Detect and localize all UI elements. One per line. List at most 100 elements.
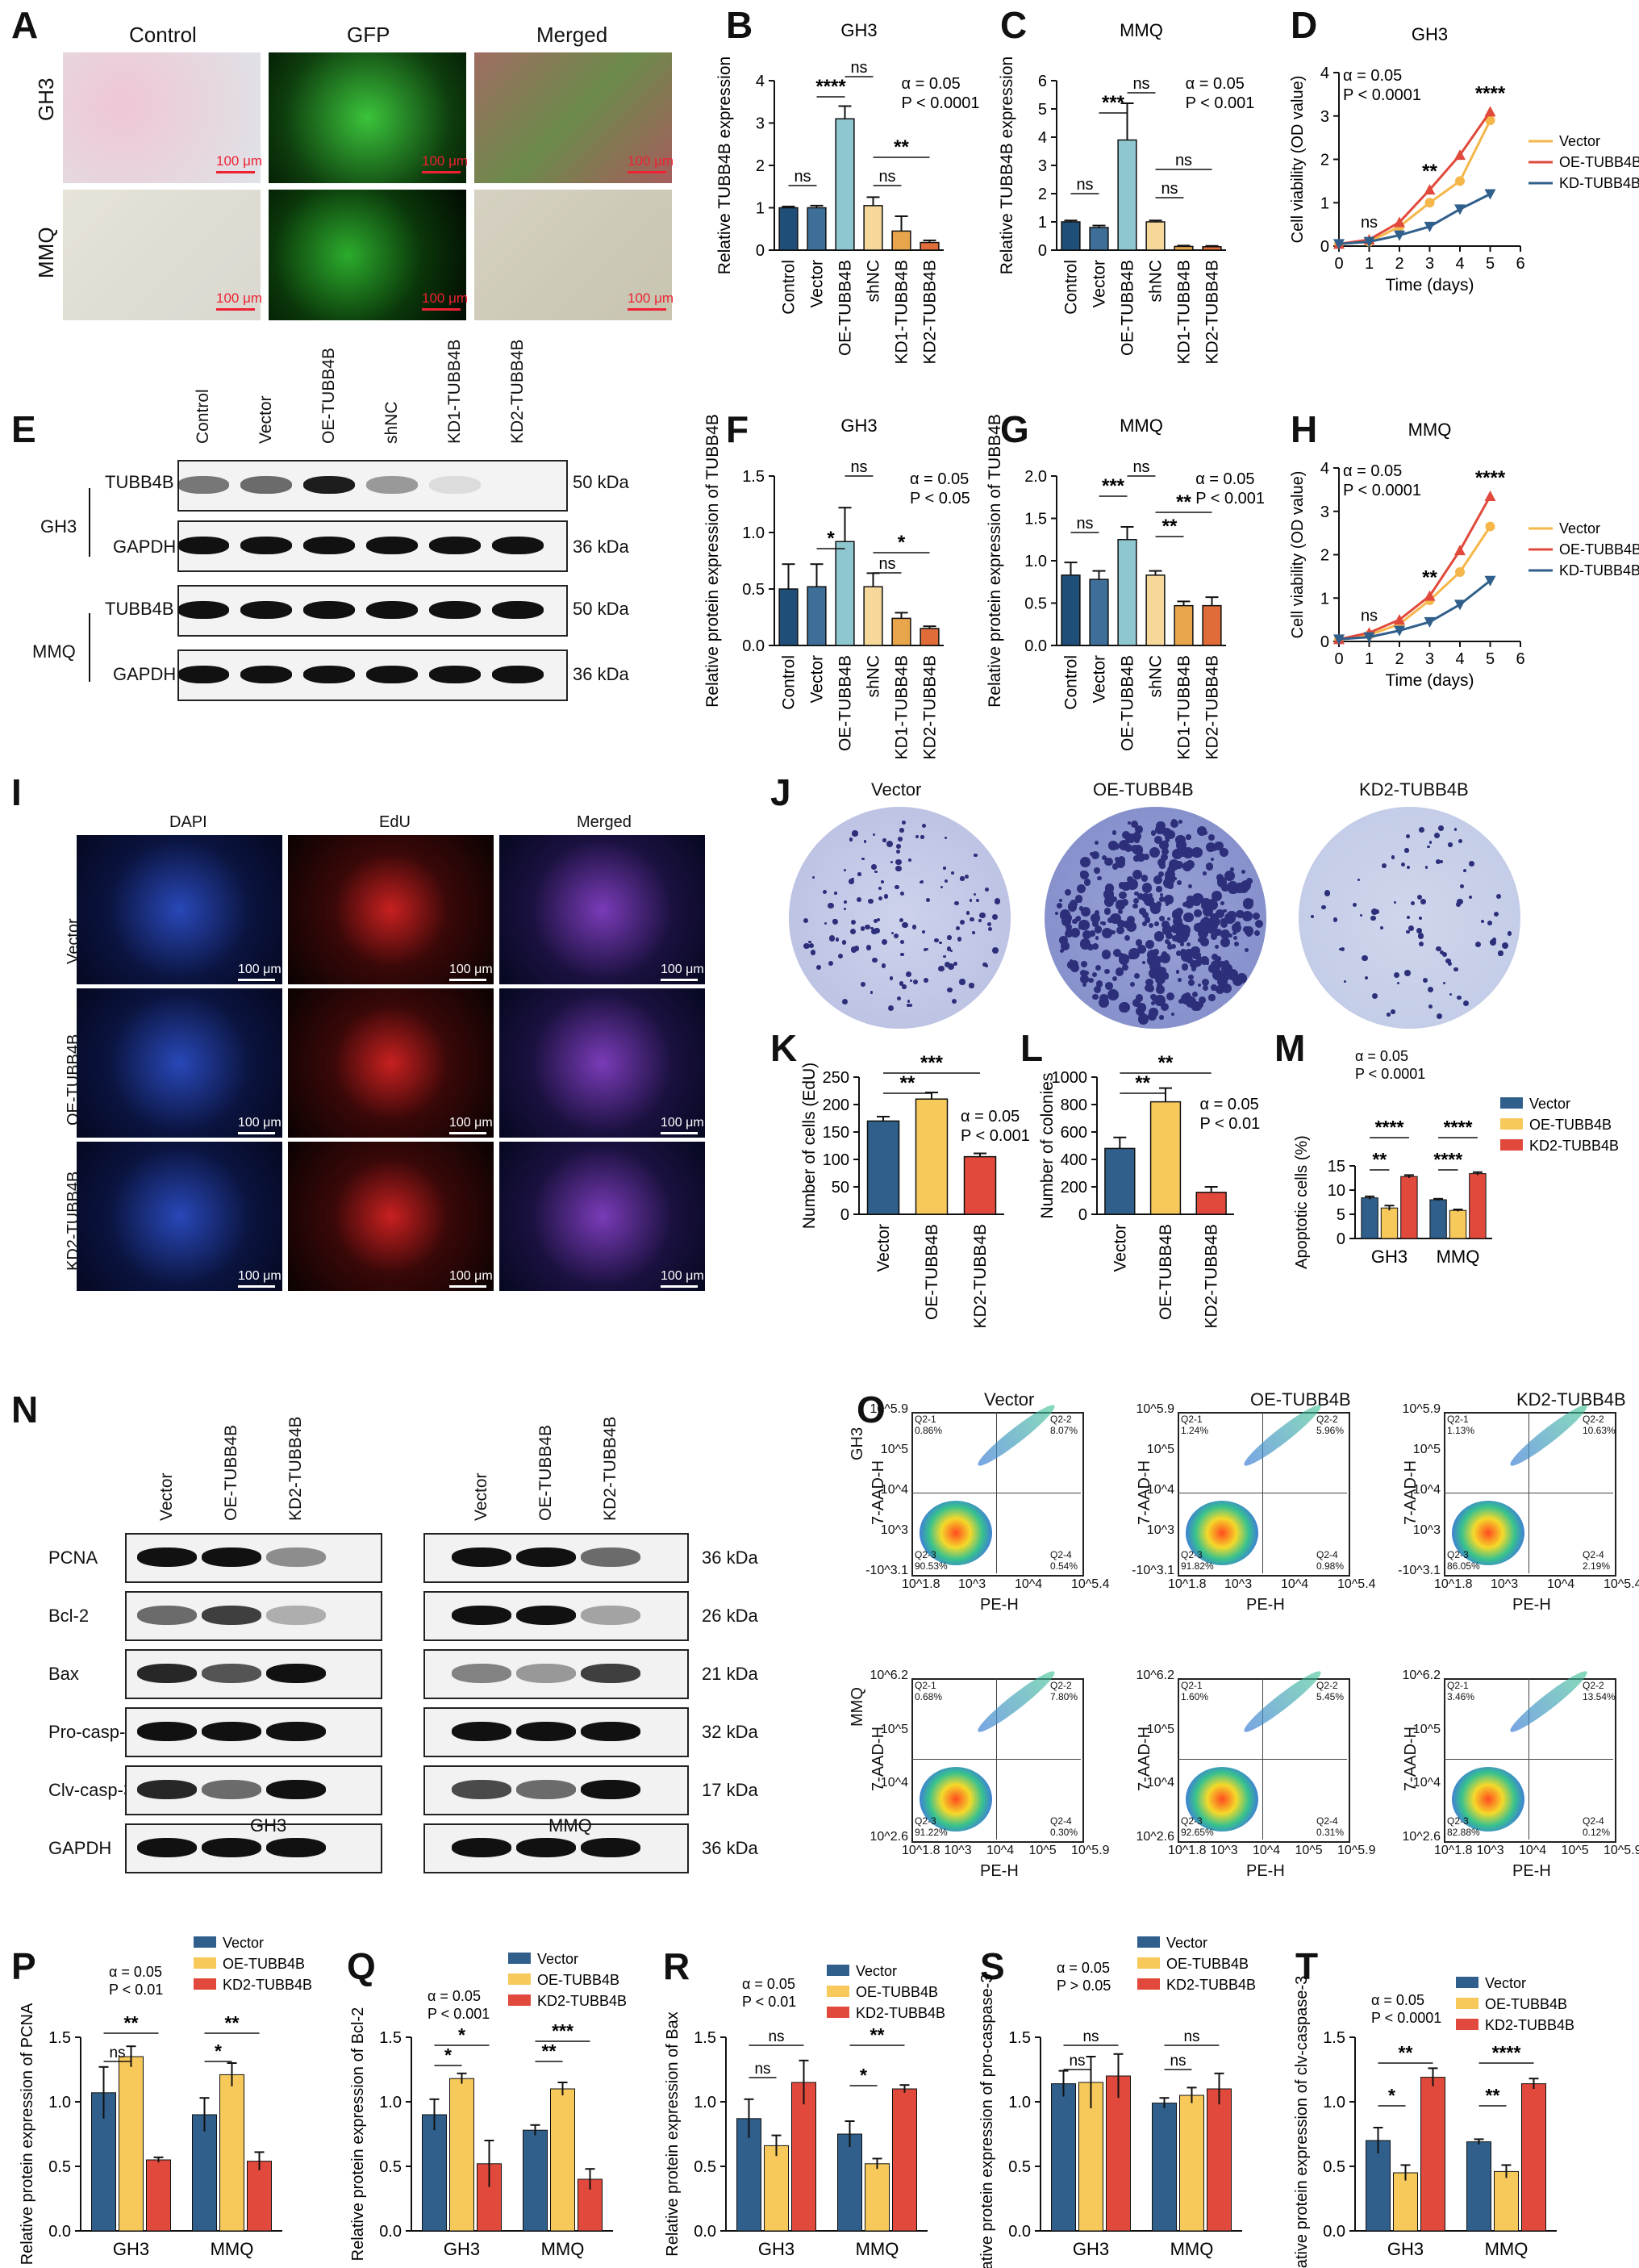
legend-swatch <box>827 1986 849 1997</box>
colony <box>1095 964 1102 971</box>
panel-a-microscopy: Control GFP Merged GH3 MMQ 100 μm 100 μm… <box>0 0 678 323</box>
blot-band <box>366 537 418 554</box>
colony <box>1119 1001 1130 1013</box>
colony <box>895 885 899 890</box>
colony <box>1171 819 1178 825</box>
colony <box>1210 913 1218 921</box>
x-tick-label: shNC <box>1147 655 1166 698</box>
colony <box>1224 871 1235 881</box>
bar <box>91 2092 116 2232</box>
y-tick-label: 0.0 <box>1008 2223 1031 2241</box>
colony <box>901 820 907 825</box>
colony <box>1161 848 1170 856</box>
colony <box>1246 899 1250 903</box>
microscopy-image <box>499 988 705 1138</box>
panel-letter-r: R <box>663 1945 690 1987</box>
scalebar-label: 100 μm <box>661 1116 704 1130</box>
colony <box>1343 979 1346 983</box>
colony <box>1115 967 1124 976</box>
data-point <box>1363 632 1375 643</box>
scalebar-label: 100 μm <box>422 153 469 169</box>
stat-p: P < 0.01 <box>109 1982 163 1998</box>
colony <box>1131 844 1140 853</box>
legend-label: Vector <box>1559 133 1600 149</box>
blot-band <box>266 1838 326 1857</box>
quadrant-value: 5.96% <box>1316 1425 1345 1436</box>
data-point <box>1394 625 1405 637</box>
colony <box>1371 993 1378 1000</box>
significance-label: ns <box>754 2061 770 2078</box>
density-cloud <box>920 1501 992 1565</box>
colony <box>1237 973 1247 984</box>
colony <box>1104 982 1113 990</box>
stat-p: P < 0.05 <box>910 490 970 507</box>
colony <box>1155 956 1162 963</box>
significance-label: ** <box>1399 2042 1413 2063</box>
significance-label: * <box>444 2045 452 2065</box>
colony <box>883 894 889 899</box>
colony <box>1200 938 1209 946</box>
colony <box>852 830 858 837</box>
lane-label: Vector <box>472 1472 490 1521</box>
quadrant-name: Q2-4 <box>1050 1549 1072 1560</box>
legend-label: Vector <box>856 1963 897 1979</box>
colony <box>861 857 865 861</box>
colony <box>939 941 942 945</box>
col-header-gfp: GFP <box>347 23 390 47</box>
quadrant-value: 0.30% <box>1050 1827 1078 1838</box>
colony <box>1122 920 1130 928</box>
bar <box>523 2129 548 2232</box>
y-tick-label: 0.0 <box>742 637 765 655</box>
colony <box>882 838 886 842</box>
colony <box>822 889 827 894</box>
legend-label: KD-TUBB4B <box>1559 562 1639 578</box>
blot-band <box>581 1722 640 1741</box>
data-point <box>1395 221 1404 232</box>
group-label-mmq: MMQ <box>32 641 76 662</box>
colony <box>1091 850 1100 859</box>
x-tick-label: Control <box>780 655 799 710</box>
density-cloud <box>1186 1767 1258 1832</box>
blot-band <box>516 1548 576 1567</box>
quadrant-name: Q2-4 <box>1583 1815 1604 1827</box>
colony <box>1142 961 1146 965</box>
colony <box>1220 929 1230 940</box>
data-point <box>1485 521 1495 532</box>
scalebar <box>628 308 666 311</box>
colony <box>842 999 849 1005</box>
colony <box>878 896 882 901</box>
quadrant-name: Q2-3 <box>1447 1815 1469 1827</box>
colony <box>1117 908 1123 914</box>
colony <box>1187 883 1193 889</box>
colony <box>1214 956 1218 960</box>
colony <box>1248 898 1254 904</box>
legend-swatch <box>194 1957 216 1969</box>
colony <box>1116 920 1125 929</box>
colony <box>1406 915 1410 919</box>
blot-band <box>240 601 292 619</box>
bar <box>477 2163 502 2232</box>
colony <box>1194 923 1203 932</box>
y-tick-label: 100 <box>823 1151 849 1169</box>
colony <box>1416 928 1422 934</box>
significance-label: ns <box>1161 180 1178 198</box>
colony <box>1092 971 1098 977</box>
data-point <box>1484 189 1496 200</box>
y-tick-label: 10^3 <box>1146 1523 1174 1537</box>
bar <box>119 2056 144 2232</box>
x-tick-label: 10^1.8 <box>1434 1844 1473 1857</box>
colony <box>1186 834 1191 840</box>
quadrant-name: Q2-4 <box>1050 1815 1072 1827</box>
colony <box>1104 857 1113 867</box>
x-tick-label: shNC <box>1147 260 1166 303</box>
data-point <box>1454 545 1466 556</box>
y-tick-label: -10^3.1 <box>865 1564 908 1577</box>
colony <box>1496 893 1501 899</box>
colony <box>1124 934 1130 941</box>
colony <box>1094 841 1099 845</box>
y-tick-label: 10^5 <box>880 1722 908 1736</box>
blot-band <box>137 1838 197 1857</box>
significance-label: ** <box>1162 516 1178 537</box>
legend-label: Vector <box>223 1935 264 1951</box>
colony <box>1178 999 1183 1005</box>
